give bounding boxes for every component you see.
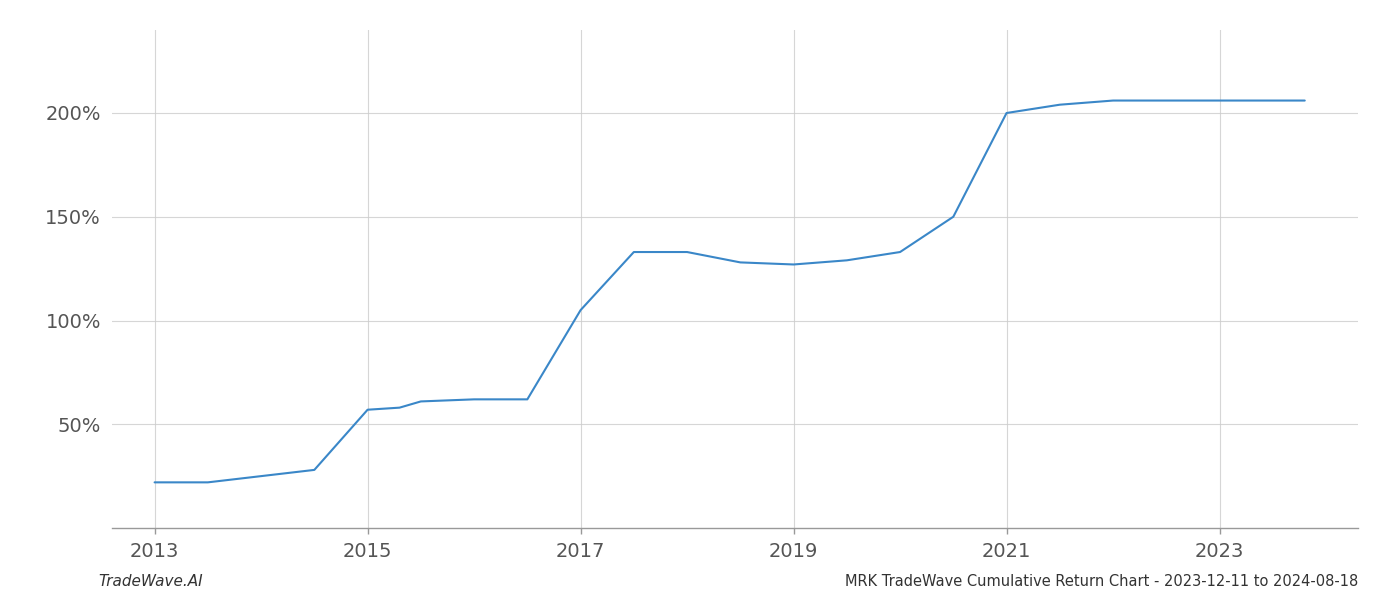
Text: TradeWave.AI: TradeWave.AI [98, 574, 203, 589]
Text: MRK TradeWave Cumulative Return Chart - 2023-12-11 to 2024-08-18: MRK TradeWave Cumulative Return Chart - … [844, 574, 1358, 589]
